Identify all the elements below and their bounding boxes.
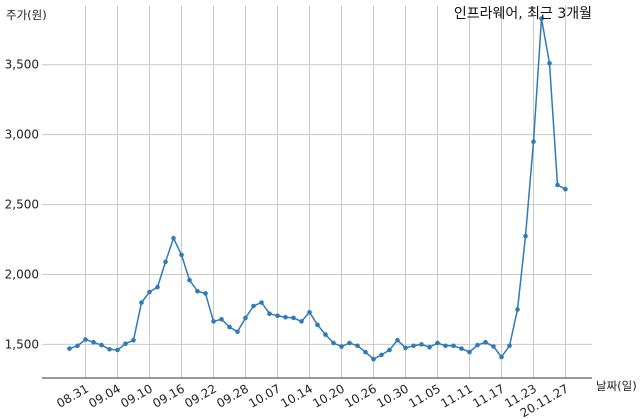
data-point	[483, 340, 488, 345]
data-point	[451, 343, 456, 349]
x-tick-label: 10.20	[310, 381, 347, 410]
data-point	[203, 291, 208, 296]
data-point	[547, 61, 552, 66]
data-point	[507, 343, 512, 349]
data-point	[211, 319, 216, 324]
data-point	[515, 307, 520, 312]
data-point	[355, 343, 360, 349]
data-point	[131, 337, 136, 343]
data-point	[531, 139, 536, 144]
data-point	[195, 289, 200, 294]
data-point	[347, 340, 352, 346]
y-tick-labels: 1,500 2,000 2,500 3,000 3,500	[5, 58, 39, 352]
x-tick-label: 10.07	[246, 381, 283, 410]
data-point	[395, 337, 400, 343]
data-point	[459, 346, 464, 351]
grid	[42, 6, 592, 378]
data-point	[251, 303, 256, 309]
data-point	[467, 349, 472, 355]
x-tick-labels: 08.3109.0409.1009.1609.2209.2810.0710.14…	[54, 381, 571, 419]
data-point	[123, 341, 128, 347]
data-point	[491, 344, 496, 349]
x-tick-label: 09.28	[214, 381, 251, 410]
data-point	[339, 344, 344, 349]
data-point	[475, 342, 480, 348]
data-point	[267, 311, 272, 317]
data-point	[307, 310, 312, 315]
data-point	[155, 284, 160, 290]
data-point	[171, 235, 176, 241]
data-point	[555, 182, 560, 188]
data-point	[435, 340, 440, 346]
data-point	[83, 337, 88, 342]
data-point	[291, 315, 296, 321]
data-point	[219, 317, 224, 322]
x-tick-label: 08.31	[54, 381, 91, 410]
y-tick-label: 1,500	[5, 337, 39, 351]
data-point	[371, 356, 376, 362]
data-point	[163, 259, 168, 265]
data-point	[299, 319, 304, 324]
x-tick-label: 10.26	[342, 381, 379, 410]
data-point	[147, 289, 152, 295]
data-point	[283, 314, 288, 320]
x-tick-label: 10.30	[374, 381, 411, 410]
data-point	[75, 343, 80, 349]
series-layer	[67, 16, 568, 362]
data-point	[523, 233, 528, 239]
data-point	[187, 277, 192, 283]
series-line	[69, 17, 566, 360]
x-tick-label: 09.16	[150, 381, 187, 410]
data-point	[363, 349, 368, 355]
x-axis-label: 날짜(일)	[596, 379, 637, 393]
data-point	[403, 345, 408, 351]
y-axis-label: 주가(원)	[6, 8, 47, 22]
x-tick-label: 09.04	[86, 381, 123, 410]
data-point	[379, 352, 384, 358]
data-point	[227, 324, 232, 330]
data-point	[443, 343, 448, 349]
data-point	[99, 342, 104, 348]
data-point	[275, 313, 280, 319]
x-tick-label: 10.14	[278, 381, 315, 410]
data-point	[563, 186, 568, 192]
x-tick-label: 11.17	[470, 381, 507, 410]
y-tick-label: 3,000	[5, 128, 39, 142]
data-point	[411, 343, 416, 349]
chart-title: 인프라웨어, 최근 3개월	[454, 6, 592, 22]
data-point	[67, 346, 72, 351]
data-point	[331, 340, 336, 346]
x-tick-label: 09.10	[118, 381, 155, 410]
data-point	[315, 322, 320, 328]
y-tick-label: 2,500	[5, 198, 39, 212]
data-point	[499, 354, 504, 360]
data-point	[243, 315, 248, 321]
data-point	[107, 347, 112, 352]
data-point	[539, 16, 544, 21]
data-point	[323, 332, 328, 337]
y-tick-label: 2,000	[5, 268, 39, 282]
data-point	[419, 342, 424, 347]
x-tick-label: 11.11	[438, 381, 475, 410]
data-point	[179, 252, 184, 258]
y-tick-label: 3,500	[5, 58, 39, 72]
data-point	[387, 347, 392, 353]
data-point	[139, 300, 144, 305]
data-point	[259, 300, 264, 305]
data-point	[91, 340, 96, 345]
data-point	[115, 347, 120, 353]
x-tick-label: 11.05	[406, 381, 443, 410]
x-tick-label: 09.22	[182, 381, 219, 410]
data-point	[235, 329, 240, 335]
data-point	[427, 344, 432, 350]
